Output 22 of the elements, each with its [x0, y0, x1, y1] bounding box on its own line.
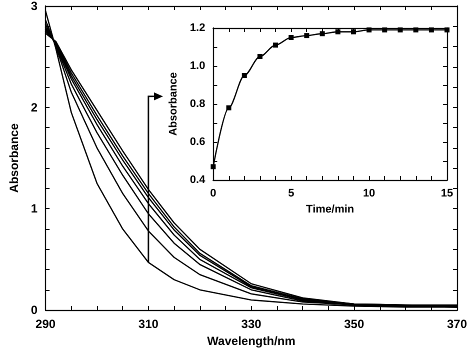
y-tick-label: 0	[30, 303, 38, 318]
x-tick-label: 290	[36, 317, 56, 332]
y-tick-label: 1	[30, 202, 38, 216]
x-axis-title: Time/min	[306, 203, 354, 216]
x-tick-label: 15	[440, 188, 454, 200]
x-axis-title: Wavelength/nm	[207, 334, 296, 348]
x-tick-label: 370	[446, 317, 468, 332]
y-tick-label: 0.8	[190, 98, 206, 110]
x-tick-label: 10	[362, 188, 376, 200]
x-tick-label: 5	[288, 188, 294, 200]
y-tick-label: 1.2	[190, 22, 206, 34]
y-tick-label: 0.6	[190, 136, 206, 148]
x-tick-label: 350	[344, 317, 364, 332]
y-tick-label: 2	[30, 100, 38, 114]
y-tick-label: 0.4	[190, 174, 206, 186]
y-axis-title: Absorbance	[168, 72, 180, 136]
y-tick-label: 3	[30, 0, 38, 13]
y-axis-title: Absorbance	[7, 123, 21, 193]
y-tick-label: 1.0	[190, 60, 206, 72]
x-tick-label: 330	[241, 317, 262, 332]
x-tick-label: 0	[210, 188, 216, 200]
x-tick-label: 310	[138, 317, 159, 332]
